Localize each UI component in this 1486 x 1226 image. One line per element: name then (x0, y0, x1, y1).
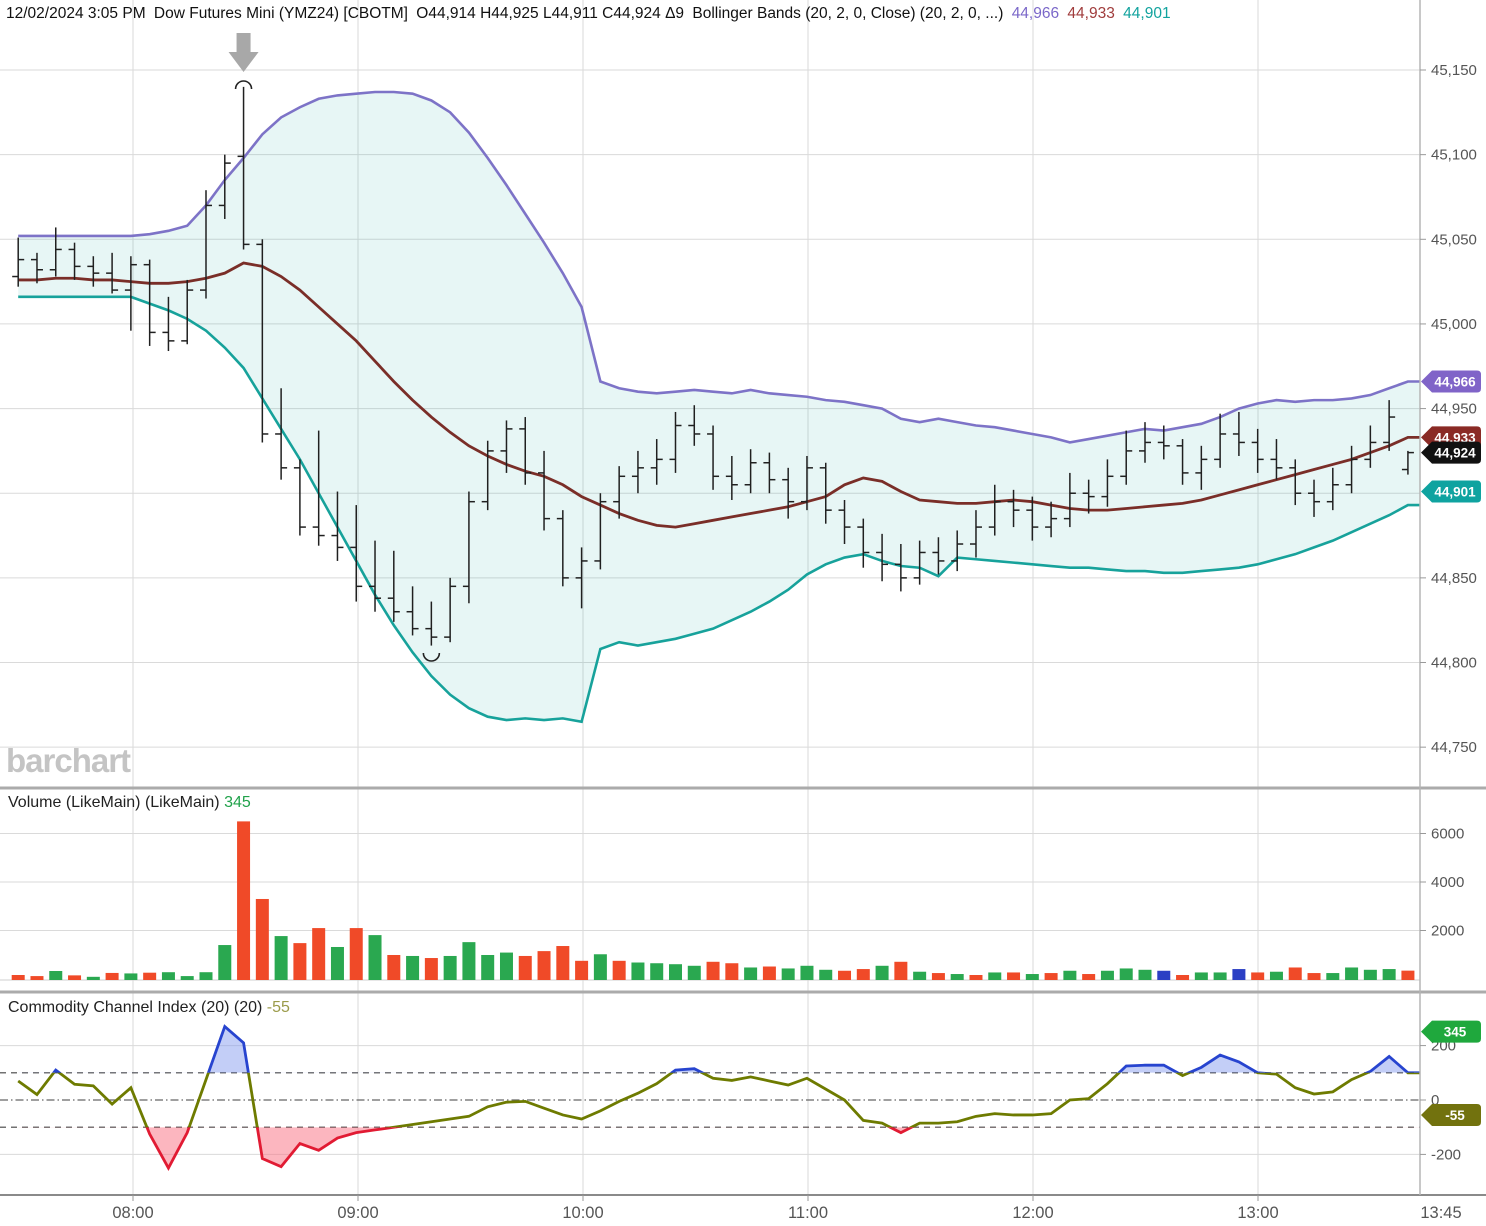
header-datetime: 12/02/2024 3:05 PM (6, 5, 146, 22)
arc-over-annotation (234, 80, 253, 90)
svg-text:45,100: 45,100 (1431, 147, 1477, 164)
svg-text:44,850: 44,850 (1431, 570, 1477, 587)
svg-text:45,000: 45,000 (1431, 316, 1477, 333)
svg-text:6000: 6000 (1431, 826, 1464, 843)
cci-panel-header: Commodity Channel Index (20) (20) -55 (8, 999, 290, 1017)
svg-text:44,950: 44,950 (1431, 401, 1477, 418)
header-band-upper-value: 44,966 (1011, 5, 1060, 22)
price-badge-band-upper (1421, 370, 1481, 393)
svg-text:13:45: 13:45 (1420, 1204, 1461, 1222)
svg-text:45,150: 45,150 (1431, 62, 1477, 79)
svg-text:0: 0 (1431, 1092, 1439, 1109)
svg-text:44,901: 44,901 (1434, 485, 1476, 500)
volume-bars (11, 821, 1415, 980)
svg-text:12:00: 12:00 (1012, 1204, 1053, 1222)
header-band-lower-value: 44,901 (1123, 5, 1171, 22)
svg-text:45,050: 45,050 (1431, 231, 1477, 248)
down-arrow-annotation (228, 33, 259, 72)
price-badge-last-close (1421, 441, 1481, 464)
barchart-logo: barchart (6, 742, 131, 779)
header-ohlc: O44,914 H44,925 L44,911 C44,924 Δ9 (416, 5, 685, 22)
header-study-label: Bollinger Bands (20, 2, 0, Close) (20, 2… (692, 5, 1004, 22)
chart-header: 12/02/2024 3:05 PM Dow Futures Mini (YMZ… (6, 5, 1175, 23)
volume-label: Volume (LikeMain) (LikeMain) (8, 794, 220, 811)
svg-text:13:00: 13:00 (1237, 1204, 1278, 1222)
cci-label: Commodity Channel Index (20) (20) (8, 999, 263, 1016)
cci-high-fill (18, 1026, 1420, 1073)
svg-text:44,800: 44,800 (1431, 655, 1477, 672)
svg-text:10:00: 10:00 (562, 1204, 603, 1222)
volume-badge (1421, 1020, 1481, 1043)
bollinger-fill (18, 92, 1421, 722)
svg-text:08:00: 08:00 (112, 1204, 153, 1222)
arc-under-annotation (422, 652, 441, 662)
svg-text:2000: 2000 (1431, 923, 1464, 940)
svg-text:-55: -55 (1445, 1108, 1465, 1123)
cci-value: -55 (266, 999, 290, 1016)
bollinger-lower-line (18, 295, 1420, 724)
cci-badge (1421, 1103, 1481, 1126)
svg-text:4000: 4000 (1431, 874, 1464, 891)
ohlc-bars (12, 86, 1414, 646)
svg-text:345: 345 (1444, 1025, 1467, 1040)
price-badge-band-lower (1421, 480, 1481, 503)
svg-text:44,966: 44,966 (1434, 374, 1476, 389)
svg-text:11:00: 11:00 (788, 1204, 828, 1222)
bollinger-upper-line (18, 90, 1420, 444)
svg-text:-200: -200 (1431, 1146, 1461, 1163)
cci-low-fill (18, 1127, 1420, 1169)
svg-text:44,924: 44,924 (1434, 446, 1476, 461)
header-band-middle-value: 44,933 (1067, 5, 1115, 22)
header-symbol: Dow Futures Mini (YMZ24) [CBOTM] (153, 5, 408, 22)
bollinger-middle-line (18, 261, 1420, 529)
volume-value: 345 (224, 794, 251, 811)
cci-line (17, 1072, 1420, 1128)
svg-text:44,750: 44,750 (1431, 739, 1477, 756)
volume-panel-header: Volume (LikeMain) (LikeMain) 345 (8, 794, 251, 812)
svg-text:09:00: 09:00 (337, 1204, 378, 1222)
